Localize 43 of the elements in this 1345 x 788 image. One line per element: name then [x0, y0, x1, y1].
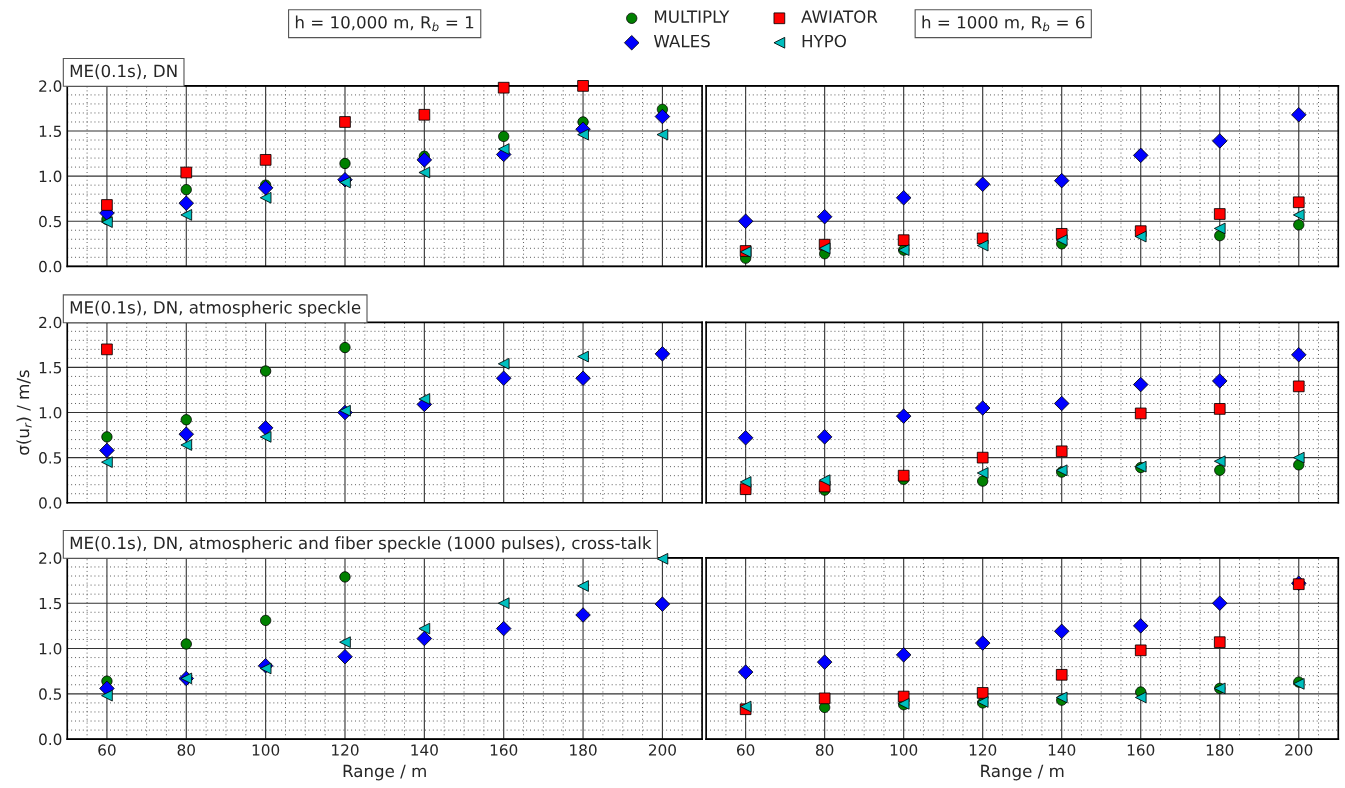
x-axis-title: Range / m	[343, 764, 426, 781]
legend-label: WALES	[653, 34, 710, 48]
x-tick-label: 60	[98, 744, 116, 756]
y-tick-label: 0.5	[39, 215, 62, 228]
y-axis-title: σ(u$_{r}$) / m/s	[16, 370, 32, 455]
y-tick-label: 2.0	[39, 552, 62, 564]
x-tick-label: 100	[890, 744, 918, 756]
x-tick-label: 80	[177, 744, 195, 756]
y-tick-label: 0.5	[39, 688, 62, 700]
y-tick-label: 0.0	[39, 497, 62, 509]
y-tick-label: 1.5	[39, 362, 62, 374]
legend-label: HYPO	[802, 34, 846, 48]
y-tick-label: 0.0	[39, 733, 62, 746]
x-tick-label: 60	[736, 744, 755, 756]
y-tick-label: 1.0	[39, 170, 62, 183]
chart-title: ME(0.1s), DN, atmospheric speckle	[70, 300, 361, 317]
chart-subtitle: h = 1000 m, R$_{b}$ = 6	[922, 15, 1085, 32]
x-tick-label: 160	[1127, 744, 1155, 756]
x-tick-label: 200	[1285, 744, 1313, 756]
chart-subtitle: h = 10,000 m, R$_{b}$ = 1	[295, 15, 474, 32]
x-tick-label: 120	[969, 744, 997, 756]
chart-title: ME(0.1s), DN, atmospheric and fiber speckle (1000 pulses), cross-talk	[70, 536, 652, 553]
y-tick-label: 1.5	[39, 125, 62, 138]
x-tick-label: 100	[252, 744, 280, 756]
x-tick-label: 180	[1206, 744, 1234, 756]
x-tick-label: 180	[570, 744, 597, 756]
x-axis-title: Range / m	[981, 764, 1064, 781]
x-tick-label: 140	[411, 744, 438, 756]
chart-title: ME(0.1s), DN	[70, 64, 177, 80]
x-tick-label: 120	[332, 744, 359, 756]
y-tick-label: 1.0	[39, 406, 62, 419]
x-tick-label: 160	[490, 744, 518, 756]
y-tick-label: 0.0	[39, 260, 62, 273]
y-tick-label: 2.0	[39, 80, 62, 92]
legend-label: MULTIPLY	[655, 10, 730, 23]
y-tick-label: 0.5	[39, 452, 62, 464]
x-tick-label: 200	[648, 744, 676, 756]
legend-label: AWIATOR	[801, 10, 878, 23]
y-tick-label: 1.5	[39, 597, 62, 610]
x-tick-label: 80	[815, 744, 834, 756]
y-tick-label: 2.0	[39, 316, 62, 329]
x-tick-label: 140	[1048, 744, 1076, 756]
y-tick-label: 1.0	[39, 642, 62, 655]
